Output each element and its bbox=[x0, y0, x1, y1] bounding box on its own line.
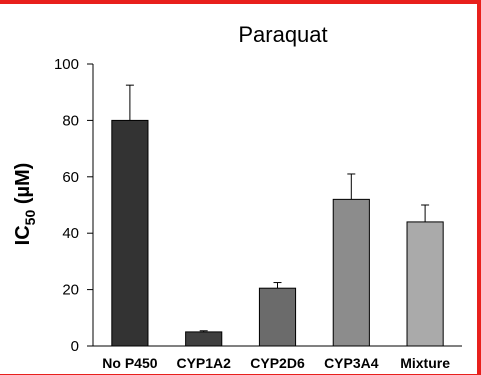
bars-group bbox=[111, 119, 444, 347]
y-tick-label: 60 bbox=[62, 169, 79, 186]
y-axis-title-main: IC bbox=[12, 225, 34, 245]
y-tick-label: 100 bbox=[54, 56, 79, 73]
y-tick-label: 20 bbox=[62, 282, 79, 299]
y-tick-label: 0 bbox=[71, 338, 79, 355]
y-ticks-group: 0 20 40 60 80 100 bbox=[54, 56, 93, 355]
y-tick-label: 40 bbox=[62, 225, 79, 242]
error-bars-group bbox=[125, 84, 430, 332]
y-axis-title: IC50 (µM) bbox=[12, 163, 38, 246]
bar-mixture bbox=[406, 221, 444, 347]
chart-title: Paraquat bbox=[238, 22, 327, 47]
y-tick-label: 80 bbox=[62, 112, 79, 129]
bar-chart: Paraquat IC50 (µM) 0 20 40 60 80 100 No P450 C… bbox=[12, 22, 462, 371]
x-tick-label: CYP1A2 bbox=[176, 355, 231, 371]
bar-cyp3a4 bbox=[332, 198, 370, 347]
y-axis-title-sub: 50 bbox=[22, 210, 38, 226]
x-tick-label: CYP2D6 bbox=[250, 355, 305, 371]
x-labels-group: No P450 CYP1A2 CYP2D6 CYP3A4 Mixture bbox=[102, 355, 450, 371]
bar-no-p450 bbox=[111, 119, 149, 347]
bar-cyp1a2 bbox=[185, 331, 223, 347]
x-tick-label: Mixture bbox=[400, 355, 450, 371]
x-tick-label: CYP3A4 bbox=[324, 355, 379, 371]
y-axis-title-unit: (µM) bbox=[12, 163, 34, 210]
x-tick-label: No P450 bbox=[102, 355, 157, 371]
bar-cyp2d6 bbox=[258, 287, 297, 347]
